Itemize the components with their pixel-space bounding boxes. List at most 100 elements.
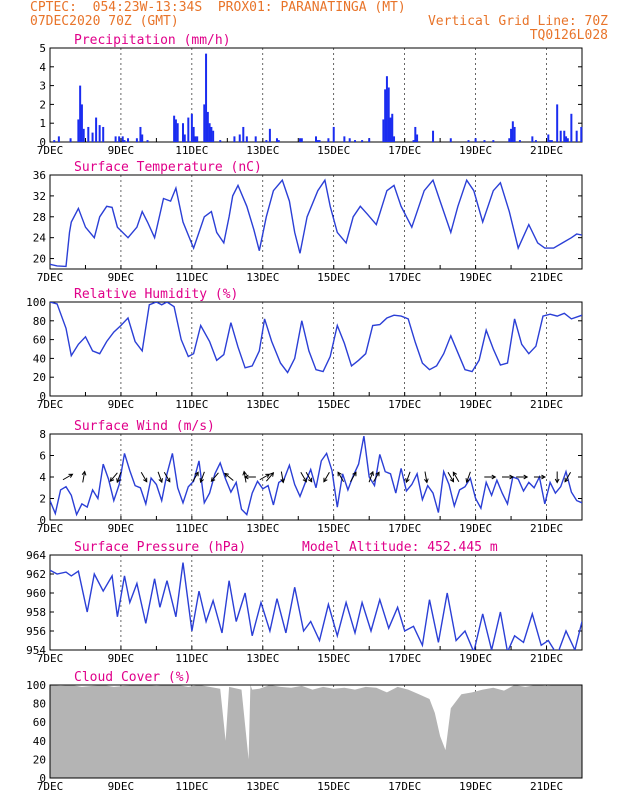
wind-arrow	[502, 474, 515, 480]
wind-arrow	[405, 471, 411, 484]
wind-arrow	[373, 471, 380, 483]
precipitation-bar	[508, 138, 511, 142]
precipitation-bar	[382, 119, 385, 142]
precipitation-bar	[254, 136, 257, 142]
temperature-y-tick-label: 36	[33, 169, 46, 182]
precipitation-y-tick-label: 1	[39, 117, 46, 130]
humidity-y-tick-label: 20	[33, 371, 46, 384]
precipitation-bar	[412, 140, 415, 142]
cloud-cover-frame-top	[49, 684, 583, 779]
temperature-x-tick-label: 9DEC	[108, 271, 135, 284]
humidity-x-tick-label: 15DEC	[317, 398, 350, 411]
precipitation-bar	[176, 123, 179, 142]
precipitation-bar	[53, 140, 56, 142]
precipitation-bar	[82, 128, 85, 142]
pressure-x-tick-label: 11DEC	[175, 652, 208, 665]
precipitation-bar	[518, 140, 521, 142]
cloud-cover-area	[50, 685, 582, 778]
precipitation-bar	[183, 134, 186, 142]
wind-arrow	[516, 474, 529, 480]
cloud-cover-x-tick-label: 19DEC	[459, 780, 492, 793]
precipitation-bar	[95, 117, 98, 142]
precipitation-bar	[206, 111, 209, 142]
precipitation-bar	[245, 136, 248, 142]
wind-arrow	[368, 470, 374, 483]
wind-title: Surface Wind (m/s)	[74, 419, 215, 434]
humidity-series-line	[50, 302, 582, 374]
precipitation-bar	[332, 126, 335, 142]
precipitation-x-tick-label: 17DEC	[388, 144, 421, 157]
station-header: CPTEC: 054:23W-13:34S PROX01: PARANATING…	[30, 0, 406, 15]
precipitation-bar	[531, 136, 534, 142]
precipitation-bar	[299, 138, 302, 142]
precipitation-bar	[559, 130, 562, 142]
precipitation-bar	[190, 113, 193, 142]
precipitation-bar	[141, 134, 144, 142]
wind-y-tick-label: 6	[39, 450, 46, 463]
temperature-y-tick-label: 20	[33, 253, 46, 266]
wind-arrow	[300, 471, 307, 483]
humidity-y-tick-label: 40	[33, 352, 46, 365]
precipitation-bar	[316, 140, 319, 142]
pressure-y-tick-label: 960	[26, 587, 46, 600]
precipitation-bar	[575, 130, 578, 142]
panel-precipitation: 7DEC 9DEC 11DEC 13DEC 15DEC 17DEC 19DEC 21DEC 0 1…	[37, 33, 583, 157]
temperature-series-line	[50, 178, 582, 268]
wind-y-tick-label: 0	[39, 514, 46, 527]
wind-arrow	[192, 471, 199, 483]
humidity-x-tick-label: 17DEC	[388, 398, 421, 411]
precipitation-y-tick-label: 5	[39, 42, 46, 55]
precipitation-x-tick-label: 7DEC	[37, 144, 64, 157]
precipitation-bar	[580, 126, 583, 142]
cloud-cover-y-tick-label: 60	[33, 716, 46, 729]
precipitation-bar	[510, 128, 513, 142]
precipitation-x-tick-label: 15DEC	[317, 144, 350, 157]
cloud-cover-x-tick-label: 11DEC	[175, 780, 208, 793]
wind-arrow	[465, 471, 471, 484]
precipitation-bar	[268, 128, 271, 142]
precipitation-bar	[121, 136, 124, 142]
precipitation-x-tick-label: 13DEC	[246, 144, 279, 157]
temperature-x-tick-label: 17DEC	[388, 271, 421, 284]
precipitation-bar	[139, 126, 142, 142]
precipitation-y-tick-label: 2	[39, 98, 46, 111]
precipitation-frame	[49, 47, 583, 143]
precipitation-x-tick-label: 9DEC	[108, 144, 135, 157]
wind-arrow	[62, 473, 74, 481]
pressure-x-tick-label: 13DEC	[246, 652, 279, 665]
temperature-x-tick-label: 13DEC	[246, 271, 279, 284]
precipitation-bar	[80, 104, 83, 142]
pressure-x-tick-label: 21DEC	[530, 652, 563, 665]
run-date: 07DEC2020 70Z (GMT)	[30, 14, 179, 29]
precipitation-bar	[391, 113, 394, 142]
temperature-y-tick-label: 24	[33, 232, 47, 245]
wind-x-tick-label: 19DEC	[459, 522, 492, 535]
precipitation-bar	[238, 134, 241, 142]
humidity-x-tick-label: 11DEC	[175, 398, 208, 411]
wind-x-tick-label: 17DEC	[388, 522, 421, 535]
precipitation-bar	[343, 136, 346, 142]
precipitation-y-tick-label: 0	[39, 136, 46, 149]
wind-x-tick-label: 7DEC	[37, 522, 64, 535]
precipitation-bar	[384, 89, 387, 142]
wind-arrow	[350, 471, 357, 483]
precipitation-bar	[98, 125, 101, 142]
pressure-y-tick-label: 962	[26, 568, 46, 581]
precipitation-bar	[449, 138, 452, 142]
wind-arrow	[323, 471, 330, 483]
precipitation-bar	[467, 140, 470, 142]
cloud-cover-x-tick-label: 13DEC	[246, 780, 279, 793]
wind-x-tick-label: 13DEC	[246, 522, 279, 535]
precipitation-bar	[210, 126, 213, 142]
precipitation-bar	[173, 115, 176, 142]
temperature-title: Surface Temperature (nC)	[74, 160, 262, 175]
temperature-x-tick-label: 19DEC	[459, 271, 492, 284]
cloud-cover-x-tick-label: 7DEC	[37, 780, 64, 793]
precipitation-bar	[416, 134, 419, 142]
cloud-cover-y-tick-label: 100	[26, 679, 46, 692]
wind-arrow	[424, 471, 429, 484]
wind-arrow	[109, 472, 118, 483]
humidity-x-tick-label: 13DEC	[246, 398, 279, 411]
pressure-y-tick-label: 958	[26, 606, 46, 619]
precipitation-bar	[118, 136, 121, 142]
